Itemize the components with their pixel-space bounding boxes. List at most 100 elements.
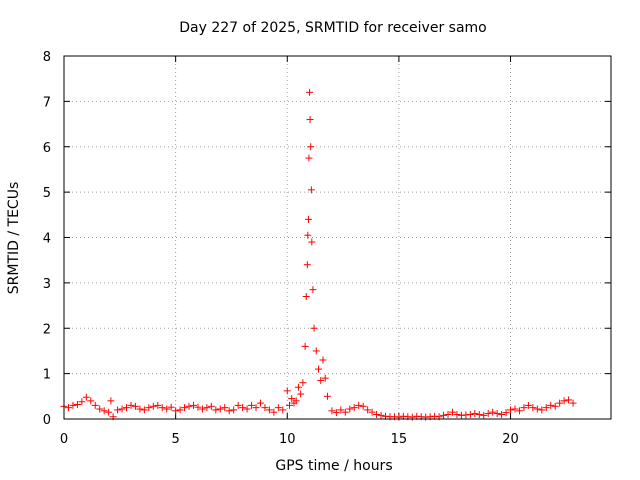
data-point [96,405,104,413]
data-point [312,347,320,355]
data-point [261,404,269,412]
data-point [551,402,559,410]
data-point [198,405,206,413]
data-point [248,401,256,409]
data-point [341,408,349,416]
data-point [301,342,309,350]
data-point [274,404,282,412]
data-point [317,376,325,384]
data-point [315,365,323,373]
data-point [538,406,546,414]
data-point [107,397,115,405]
data-point [556,399,564,407]
data-point [498,410,506,418]
data-point [256,399,264,407]
data-point [308,238,316,246]
y-ticks: 0 1 2 3 4 5 6 7 8 [43,50,611,428]
y-axis-label: SRMTID / TECUs [6,182,22,295]
data-point [234,401,242,409]
data-point [547,401,555,409]
data-point [307,143,315,151]
data-point [328,407,336,415]
data-point [299,379,307,387]
y-tick-label: 2 [43,322,51,337]
y-tick-label: 3 [43,277,51,292]
data-point [265,406,273,414]
data-point [225,407,233,415]
data-point [466,410,474,418]
data-point [127,401,135,409]
data-point [131,402,139,410]
data-point [309,286,317,294]
data-point [395,413,403,421]
data-point [511,405,519,413]
data-point [306,88,314,96]
data-point [136,405,144,413]
data-point [69,401,77,409]
grid [64,56,611,419]
y-tick-label: 4 [43,232,51,247]
data-point [114,406,122,414]
data-point [279,406,287,414]
data-point [453,410,461,418]
data-point [305,154,313,162]
data-point [484,410,492,418]
data-point [475,410,483,418]
data-point [149,402,157,410]
chart-title: Day 227 of 2025, SRMTID for receiver sam… [179,20,487,36]
data-point [221,404,229,412]
data-point [304,215,312,223]
data-point [230,406,238,414]
data-point [91,401,99,409]
y-tick-label: 5 [43,186,51,201]
data-point [471,410,479,418]
data-point [270,408,278,416]
data-point [323,392,331,400]
data-point [569,399,577,407]
x-axis-label: GPS time / hours [275,458,392,474]
data-point [239,404,247,412]
data-point [283,387,291,395]
plot-frame [63,55,612,420]
data-point [297,390,305,398]
data-point [302,292,310,300]
x-tick-label: 20 [502,432,519,447]
y-tick-label: 7 [43,95,51,110]
data-point [194,403,202,411]
data-point [243,405,251,413]
data-point [448,408,456,416]
data-point [493,410,501,418]
data-point [252,404,260,412]
y-tick-label: 8 [43,50,51,65]
y-tick-label: 6 [43,141,51,156]
data-point [288,395,296,403]
data-point [189,401,197,409]
data-point [87,397,95,405]
data-point [118,405,126,413]
data-point [292,397,300,405]
data-point [332,409,340,417]
data-point [515,407,523,415]
data-point [520,404,528,412]
data-point [355,401,363,409]
data-point [123,404,131,412]
data-point [408,413,416,421]
data-point [294,383,302,391]
data-point [364,406,372,414]
data-point [73,400,81,408]
data-point [82,393,90,401]
data-point [181,404,189,412]
data-point [444,410,452,418]
data-point [140,406,148,414]
data-point [285,401,293,409]
data-point [368,408,376,416]
data-point [167,403,175,411]
data-point [337,406,345,414]
data-points [60,88,577,421]
data-point [64,404,72,412]
data-point [212,406,220,414]
data-point [321,374,329,382]
data-point [216,405,224,413]
data-point [529,404,537,412]
